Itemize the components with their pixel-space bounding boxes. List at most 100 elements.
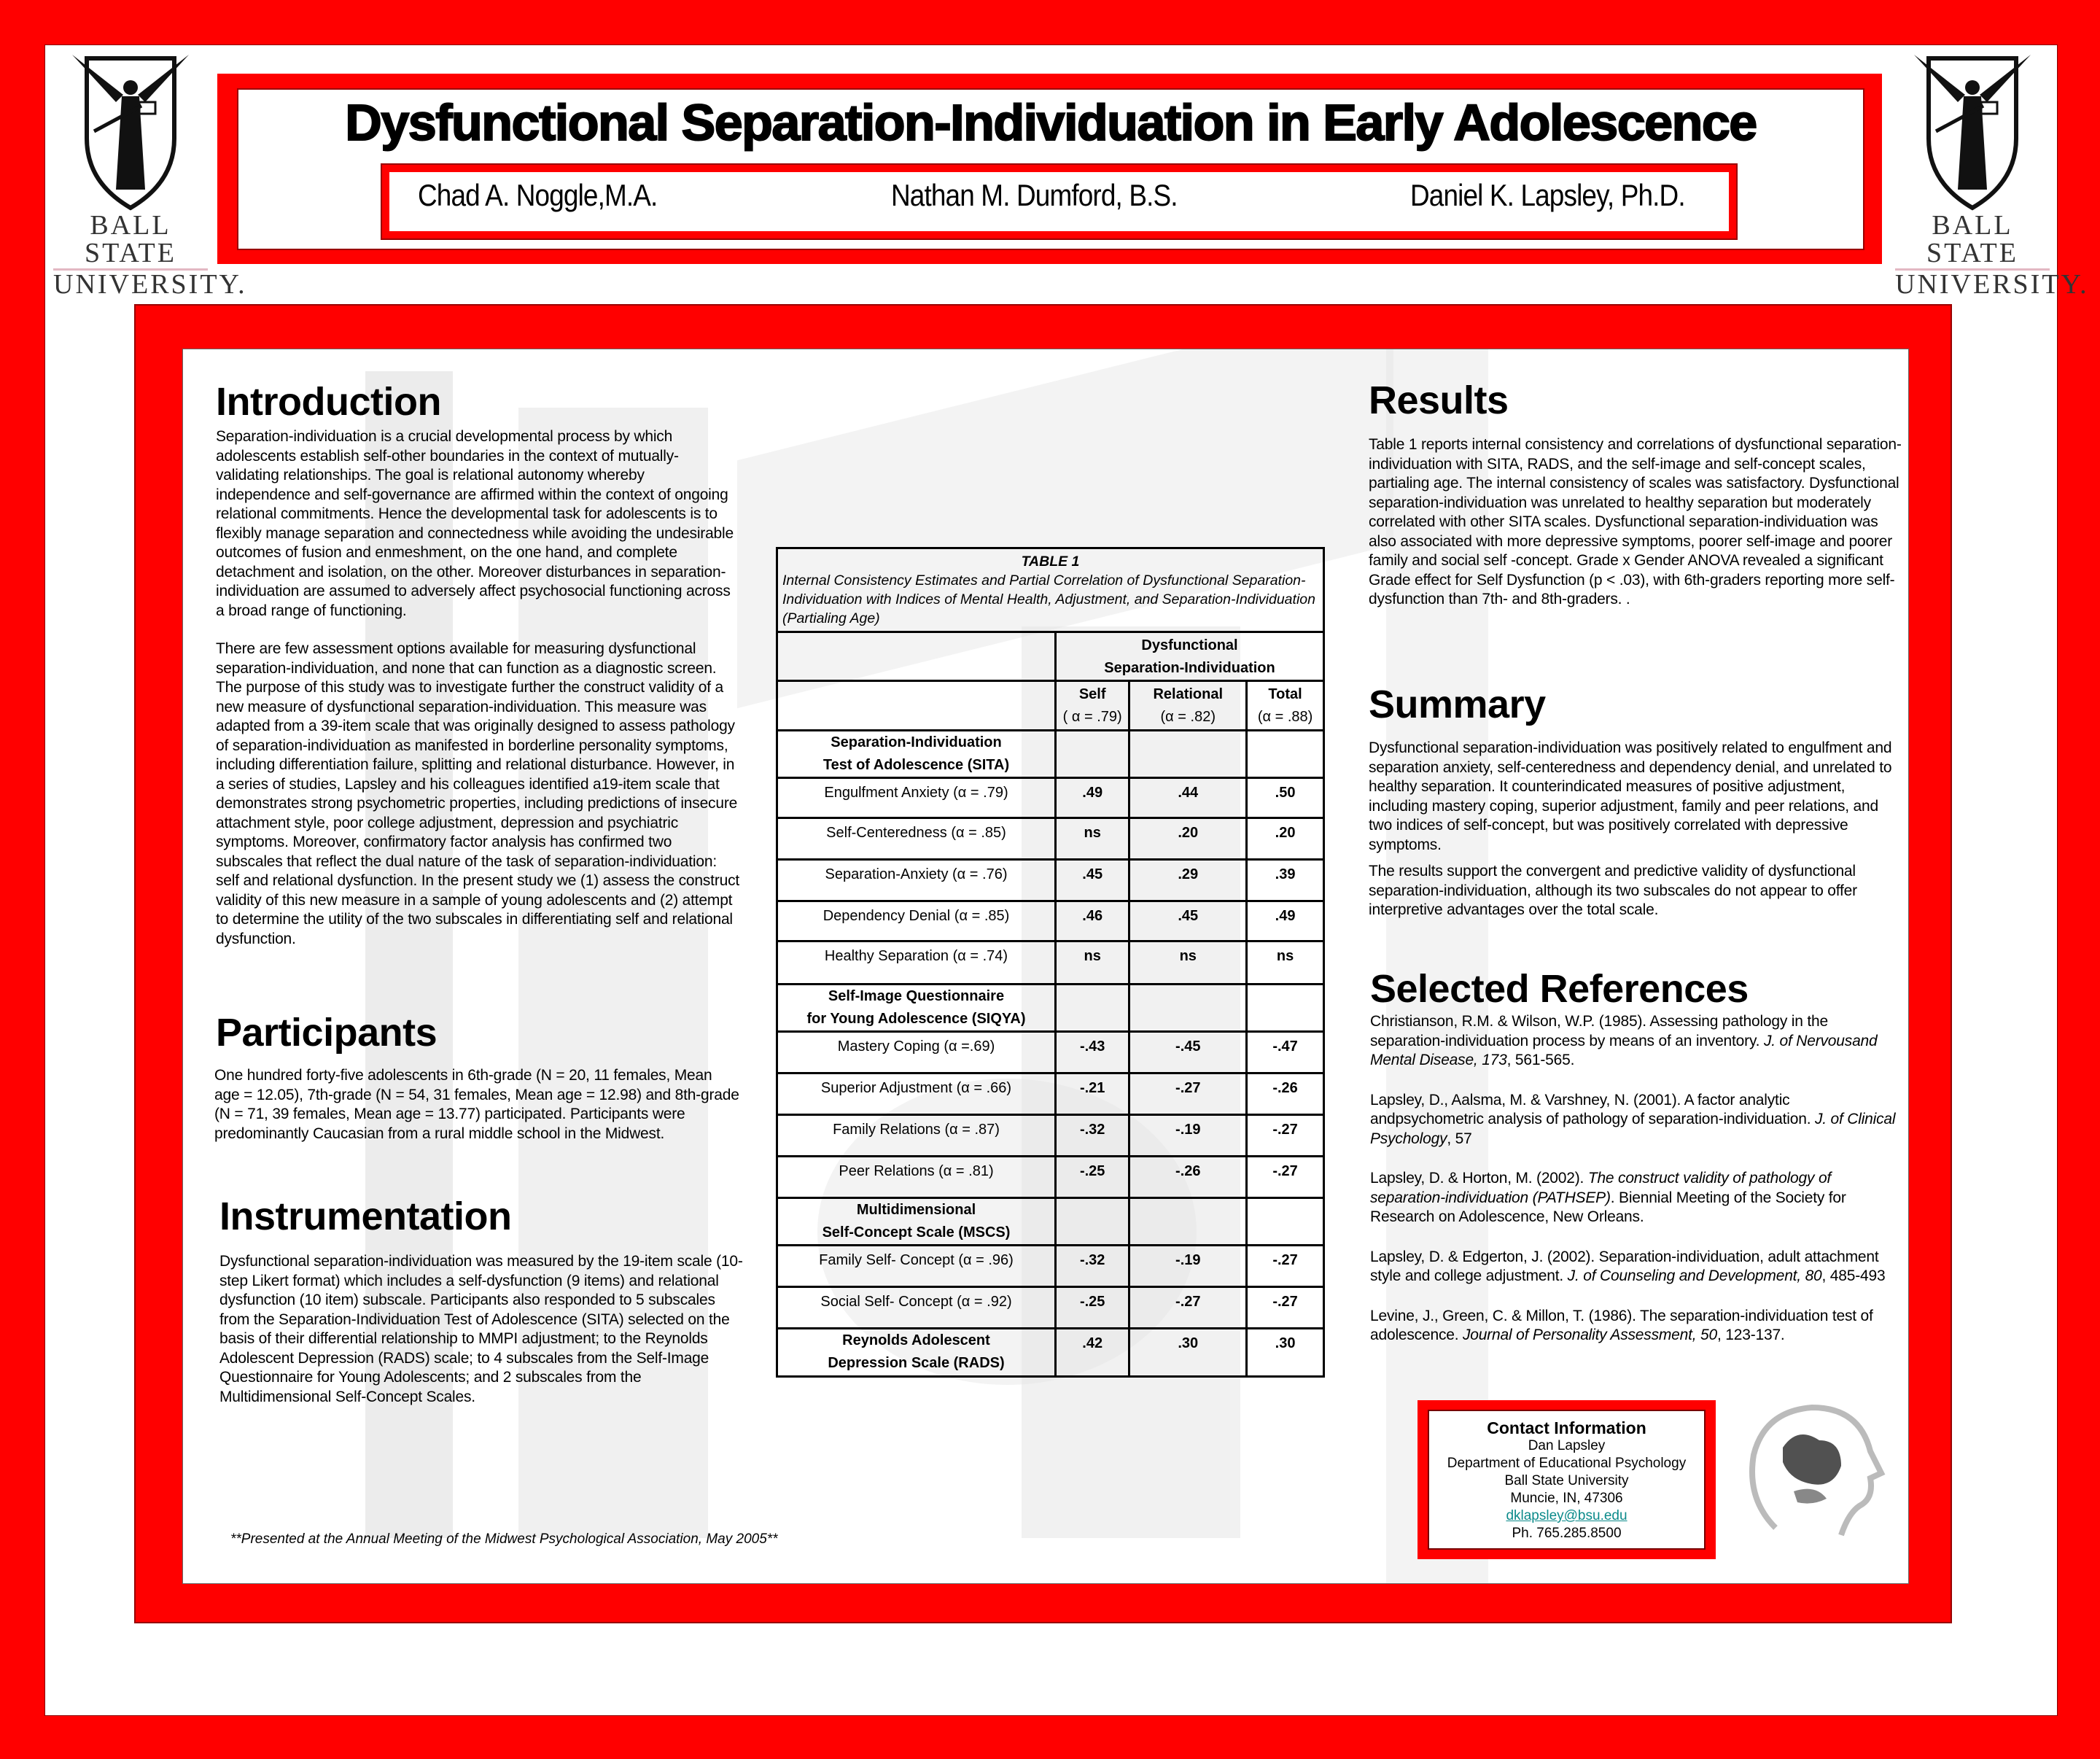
reference-text: Lapsley, D. & Horton, M. (2002). (1370, 1170, 1588, 1187)
column-name: Total (1268, 686, 1302, 702)
summary-paragraph: Dysfunctional separation-individuation w… (1369, 739, 1892, 853)
row-value: -.32 (1054, 1114, 1131, 1157)
watermark (1386, 349, 1488, 1583)
row-value: .49 (1054, 777, 1131, 819)
section-title: Separation-Individuation Test of Adolesce… (776, 729, 1057, 779)
reference-text: Lapsley, D., Aalsma, M. & Varshney, N. (… (1370, 1091, 1815, 1128)
instrumentation-heading: Instrumentation (219, 1195, 512, 1238)
introduction-heading: Introduction (216, 380, 441, 424)
table-section-header: Self-Image Questionnaire for Young Adoles… (776, 983, 1325, 1033)
row-value: .39 (1245, 858, 1325, 902)
table-row: Self-Centeredness (α = .85) ns .20.20 (776, 817, 1325, 861)
table-row: Mastery Coping (α =.69) -.43 -.45 -.47 (776, 1030, 1325, 1074)
table-empty-cell (776, 680, 1057, 731)
row-value: -.27 (1245, 1114, 1325, 1157)
watermark (365, 371, 453, 1538)
row-value: .50 (1245, 777, 1325, 819)
logo-text-ball-state: BALL STATE (1895, 211, 2050, 271)
author-1: Chad A. Noggle,M.A. (418, 178, 658, 212)
row-label: Family Relations (α = .87) (776, 1114, 1057, 1157)
logo-text-university: UNIVERSITY. (1895, 269, 2089, 300)
column-alpha: (α = .82) (1160, 709, 1216, 725)
section-title: Multidimensional Self-Concept Scale (MSCS… (776, 1197, 1057, 1246)
summary-paragraph: The results support the convergent and p… (1369, 863, 1857, 918)
row-value: ns (1128, 940, 1248, 985)
reference-source: Journal of Personality Assessment, 50 (1463, 1327, 1717, 1343)
reference-source: J. of Counseling and Development, 80 (1567, 1267, 1822, 1284)
contact-address: Muncie, IN, 47306 (1510, 1491, 1623, 1506)
table-caption: TABLE 1 Internal Consistency Estimates an… (776, 547, 1325, 633)
section-title-line: Separation-Individuation (831, 734, 1002, 750)
table-empty-cell (1054, 1197, 1131, 1246)
table-empty-cell (776, 631, 1057, 682)
table-empty-cell (1128, 1197, 1248, 1246)
table-group-header-row: Dysfunctional Separation-Individuation (776, 631, 1325, 682)
contact-university: Ball State University (1504, 1473, 1629, 1488)
table-row: Separation-Anxiety (α = .76) .45.29.39 (776, 858, 1325, 902)
table-empty-cell (1128, 983, 1248, 1033)
row-value: .45 (1054, 858, 1131, 902)
reference-text: Christianson, R.M. & Wilson, W.P. (1985)… (1370, 1013, 1828, 1049)
table-row: Superior Adjustment (α = .66) -.21 -.27 -.2… (776, 1072, 1325, 1116)
table-row: Dependency Denial (α = .85) .46.45.49 (776, 900, 1325, 942)
logo-text-ball-state: BALL STATE (53, 211, 208, 271)
table-row: Social Self- Concept (α = .92) -.25 -.27 -.… (776, 1286, 1325, 1329)
presentation-footnote: **Presented at the Annual Meeting of the… (230, 1531, 778, 1547)
poster-title: Dysfunctional Separation-Individuation i… (344, 93, 1758, 152)
introduction-paragraph: There are few assessment options availab… (216, 640, 740, 947)
row-value: .20 (1128, 817, 1248, 861)
contact-department: Department of Educational Psychology (1447, 1456, 1687, 1471)
row-label: Social Self- Concept (α = .92) (776, 1286, 1057, 1329)
row-value: .45 (1128, 900, 1248, 942)
row-value: .42 (1054, 1327, 1131, 1378)
row-label: Self-Centeredness (α = .85) (776, 817, 1057, 861)
row-value: .44 (1128, 777, 1248, 819)
contact-email-link[interactable]: dklapsley@bsu.edu (1506, 1508, 1628, 1523)
row-label: Peer Relations (α = .81) (776, 1155, 1057, 1199)
row-value: -.27 (1245, 1155, 1325, 1199)
row-value: ns (1245, 940, 1325, 985)
table-empty-cell (1054, 729, 1131, 779)
table-empty-cell (1245, 729, 1325, 779)
author-3: Daniel K. Lapsley, Ph.D. (1410, 178, 1686, 212)
row-label: Engulfment Anxiety (α = .79) (776, 777, 1057, 819)
table-empty-cell (1128, 729, 1248, 779)
results-heading: Results (1369, 378, 1509, 422)
shield-angel-icon (72, 55, 189, 211)
contact-phone: Ph. 765.285.8500 (1512, 1526, 1622, 1541)
table-empty-cell (1245, 983, 1325, 1033)
reference-pages: . Biennial Meeting of the Society for Re… (1370, 1189, 1846, 1226)
column-alpha: (α = .88) (1257, 709, 1313, 725)
reference-pages: , 485-493 (1821, 1267, 1886, 1284)
reference-pages: , 123-137. (1717, 1327, 1785, 1343)
row-label: Healthy Separation (α = .74) (776, 940, 1057, 985)
table-number: TABLE 1 (1021, 554, 1080, 570)
reference-item: Christianson, R.M. & Wilson, W.P. (1985)… (1370, 1012, 1906, 1071)
section-title-line: for Young Adolescence (SIQYA) (806, 1011, 1026, 1027)
row-value: .29 (1128, 858, 1248, 902)
row-label: Dependency Denial (α = .85) (776, 900, 1057, 942)
table-row-rads: Reynolds Adolescent Depression Scale (RAD… (776, 1327, 1325, 1378)
section-title-line: Test of Adolescence (SITA) (822, 757, 1010, 773)
reference-item: Lapsley, D. & Horton, M. (2002). The con… (1370, 1169, 1906, 1227)
row-value: -.27 (1128, 1286, 1248, 1329)
row-value: .46 (1054, 900, 1131, 942)
column-name: Relational (1153, 686, 1224, 702)
references-heading: Selected References (1370, 967, 1749, 1011)
authors-box (381, 163, 1738, 240)
column-name: Self (1078, 686, 1106, 702)
row-value: -.27 (1245, 1286, 1325, 1329)
table-1: TABLE 1 Internal Consistency Estimates an… (776, 547, 1325, 1378)
section-title: Self-Image Questionnaire for Young Adoles… (776, 983, 1057, 1033)
reference-pages: , 57 (1447, 1130, 1472, 1147)
column-header: Self ( α = .79) (1054, 680, 1131, 731)
row-value: .20 (1245, 817, 1325, 861)
row-value: -.32 (1054, 1244, 1131, 1288)
reference-text: Lapsley, D. & Edgerton, J. (2002). Separ… (1370, 1248, 1879, 1285)
section-title-line: Self-Concept Scale (MSCS) (822, 1224, 1011, 1240)
row-value: -.25 (1054, 1155, 1131, 1199)
row-value: -.47 (1245, 1030, 1325, 1074)
table-empty-cell (1054, 983, 1131, 1033)
references-list: Christianson, R.M. & Wilson, W.P. (1985)… (1370, 1012, 1906, 1366)
ball-state-logo-right: BALL STATE UNIVERSITY. (1895, 51, 2087, 298)
